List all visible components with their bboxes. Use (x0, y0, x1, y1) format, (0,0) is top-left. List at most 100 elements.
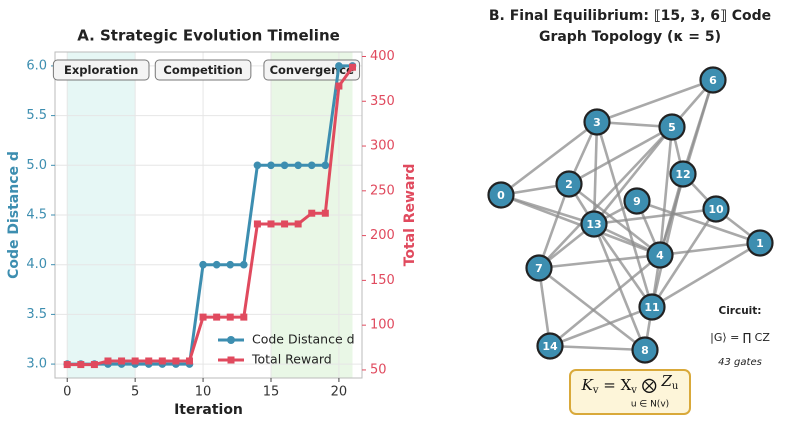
y2-tick-label: 150 (370, 273, 395, 288)
legend-marker (227, 356, 235, 364)
edge (592, 223, 654, 308)
circuit-title: Circuit: (719, 305, 762, 317)
point (267, 161, 275, 170)
legend-marker (227, 336, 235, 344)
point (281, 220, 289, 228)
node (658, 113, 686, 141)
x-tick-label: 20 (331, 385, 348, 400)
circuit-formula: |G⟩ = ∏ CZ (710, 331, 770, 344)
edge (500, 120, 598, 197)
y-tick-label: 4.0 (26, 257, 47, 272)
point (294, 161, 302, 170)
node-label: 14 (542, 340, 558, 353)
y-tick-label: 6.0 (26, 58, 47, 73)
point (307, 161, 316, 170)
node (487, 181, 515, 209)
point (335, 82, 343, 90)
point (118, 357, 126, 365)
node-label: 0 (497, 189, 505, 202)
series-line (67, 64, 353, 366)
node (638, 293, 666, 321)
phase-label-box (52, 59, 150, 81)
edge (538, 126, 673, 269)
formula-subscript: u ∈ N(v) (631, 400, 669, 410)
y2-tick-label: 50 (370, 362, 387, 377)
point (226, 260, 235, 269)
point (321, 161, 330, 170)
node (669, 160, 697, 188)
y2-tick-label: 350 (370, 94, 395, 109)
edge (593, 207, 717, 226)
point (199, 260, 207, 269)
point (321, 209, 329, 217)
point (280, 161, 289, 170)
edge (538, 253, 661, 270)
point (348, 63, 356, 71)
y2-tick-label: 300 (370, 139, 395, 154)
point (240, 260, 248, 269)
point (90, 361, 98, 369)
node-label: 7 (535, 262, 543, 275)
y2-tick-label: 100 (370, 318, 395, 333)
edge (592, 126, 674, 225)
phase-label: Exploration (64, 63, 138, 77)
chart-title: Graph Topology (κ = 5) (539, 29, 721, 45)
edge (596, 78, 714, 124)
point (294, 220, 302, 228)
y2-axis-label: Total Reward (402, 164, 418, 267)
node-label: 9 (633, 195, 641, 208)
y2-tick-label: 200 (370, 228, 395, 243)
node-label: 1 (756, 237, 764, 250)
phase-label-box (154, 59, 252, 81)
y2-tick-label: 400 (370, 49, 395, 64)
point (240, 313, 248, 321)
formula-part: Z (660, 372, 672, 390)
formula-part: v (592, 385, 599, 396)
legend-label: Code Distance d (252, 332, 355, 347)
edge (568, 182, 661, 257)
edge (592, 121, 599, 225)
point (63, 361, 71, 369)
edge (549, 344, 646, 352)
node-label: 13 (586, 218, 601, 231)
node (555, 170, 583, 198)
chart-title: B. Final Equilibrium: ⟦15, 3, 6⟧ Code (489, 8, 771, 24)
node (702, 195, 730, 223)
node (699, 66, 727, 94)
formula-part: u (672, 381, 679, 392)
x-tick-label: 15 (263, 385, 280, 400)
edge (651, 241, 761, 309)
node-label: 3 (593, 116, 601, 129)
node (583, 108, 611, 136)
formula-part: K (581, 376, 594, 394)
series-line (67, 66, 354, 367)
legend-label: Total Reward (251, 352, 332, 367)
point (213, 313, 221, 321)
edge (537, 183, 571, 269)
formula-part: = X (598, 376, 631, 394)
formula-part: ⨂ (637, 376, 662, 394)
formula-box (569, 369, 691, 415)
edge (650, 173, 685, 308)
chart-title: A. Strategic Evolution Timeline (77, 27, 340, 45)
point (308, 209, 316, 217)
y-tick-label: 3.0 (26, 357, 47, 372)
edge (538, 266, 646, 352)
y2-tick-label: 250 (370, 183, 395, 198)
circuit-gates: 43 gates (718, 357, 762, 368)
point (158, 357, 166, 365)
edge (595, 121, 654, 308)
node-label: 4 (656, 249, 664, 262)
point (226, 313, 234, 321)
point (199, 313, 207, 321)
edge (549, 253, 661, 348)
node (536, 332, 564, 360)
node-label: 5 (668, 121, 676, 134)
point (253, 161, 262, 170)
node-label: 11 (644, 301, 659, 314)
y-tick-label: 4.5 (26, 208, 47, 223)
node-label: 6 (709, 74, 717, 87)
node (746, 229, 774, 257)
edge (549, 305, 653, 348)
